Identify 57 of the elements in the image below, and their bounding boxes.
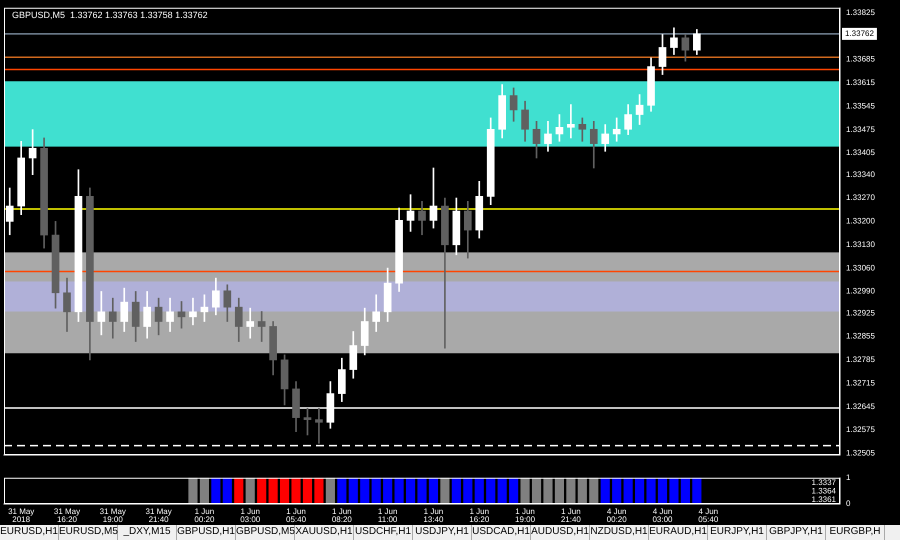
x-tick-label: 4 Jun 03:00 bbox=[652, 507, 674, 524]
y-tick-label: 1.32575 bbox=[846, 425, 876, 434]
y-tick-label: 0 bbox=[846, 499, 851, 508]
x-tick-label: 31 May 16:20 bbox=[54, 507, 80, 524]
y-tick-label: 1.33340 bbox=[846, 170, 876, 179]
y-tick-label: 1.33685 bbox=[846, 54, 876, 64]
text: EURJPY,H1 bbox=[708, 525, 767, 540]
y-tick-label: 1.33825 bbox=[846, 8, 876, 18]
y-tick-label: 1.32785 bbox=[846, 355, 876, 364]
y-tick-label: 1.33475 bbox=[846, 124, 876, 134]
chart-title: GBPUSD,M5 1.33762 1.33763 1.33758 1.33762 bbox=[12, 10, 208, 20]
x-tick-label: 1 Jun 16:20 bbox=[469, 507, 490, 524]
y-tick-label: 1.33060 bbox=[846, 263, 876, 272]
y-tick-label: 1.33130 bbox=[846, 240, 876, 249]
x-tick-label: 1 Jun 11:00 bbox=[378, 507, 398, 524]
y-tick-label: 1.32505 bbox=[846, 448, 876, 458]
text: EURAUD,H1 bbox=[649, 525, 708, 540]
x-tick-label: 4 Jun 00:20 bbox=[606, 507, 628, 524]
y-tick-label: 1.32645 bbox=[846, 402, 876, 411]
y-tick-label: 1.32990 bbox=[846, 286, 876, 296]
x-tick-label: 1 Jun 00:20 bbox=[194, 507, 215, 524]
y-tick-label: 1.33270 bbox=[846, 193, 876, 202]
text: _DXY,M15 bbox=[118, 525, 177, 540]
annotation: 1.3364 bbox=[812, 486, 837, 496]
y-tick-label: 1.32925 bbox=[846, 308, 876, 318]
text: EURGBP,H bbox=[826, 525, 885, 540]
y-tick-label: 1 bbox=[846, 473, 851, 482]
y-tick-label: 1.32715 bbox=[846, 378, 876, 388]
x-tick-label: 31 May 19:00 bbox=[100, 507, 126, 524]
annotation: 1.3337 bbox=[812, 478, 837, 488]
y-tick-label: 1.33615 bbox=[846, 78, 876, 88]
x-tick-label: 1 Jun 19:00 bbox=[515, 507, 536, 524]
text: EURUSD,H1 bbox=[0, 525, 59, 540]
text: GBPJPY,H1 bbox=[767, 525, 826, 540]
x-tick-label: 31 May 2018 bbox=[8, 507, 34, 524]
text: GBPUSD,M5 bbox=[236, 525, 295, 540]
x-tick-label: 1 Jun 08:20 bbox=[332, 507, 352, 524]
text: USDJPY,H1 bbox=[413, 525, 472, 540]
annotation: 1.3361 bbox=[812, 495, 837, 504]
text: NZDUSD,H1 bbox=[590, 525, 649, 540]
text: AUDUSD,H1 bbox=[531, 525, 590, 540]
text: USDCHF,H1 bbox=[354, 525, 413, 540]
x-tick-label: 1 Jun 03:00 bbox=[240, 507, 261, 524]
x-tick-label: 1 Jun 05:40 bbox=[286, 507, 307, 524]
ref-line-label: 1.33762 bbox=[845, 29, 874, 38]
x-tick-label: 1 Jun 13:40 bbox=[423, 507, 444, 524]
text: GBPUSD,H1 bbox=[177, 525, 236, 540]
text: USDCAD,H1 bbox=[472, 525, 531, 540]
y-tick-label: 1.33545 bbox=[846, 101, 876, 110]
text: EURUSD,M5 bbox=[59, 525, 118, 540]
x-tick-label: 4 Jun 05:40 bbox=[698, 507, 719, 524]
y-tick-label: 1.33200 bbox=[846, 216, 876, 226]
y-tick-label: 1.32855 bbox=[846, 332, 876, 341]
text: XAUUSD,H1 bbox=[295, 525, 354, 540]
y-tick-label: 1.33405 bbox=[846, 148, 876, 158]
x-tick-label: 31 May 21:40 bbox=[145, 507, 172, 524]
x-tick-label: 1 Jun 21:40 bbox=[560, 507, 582, 524]
